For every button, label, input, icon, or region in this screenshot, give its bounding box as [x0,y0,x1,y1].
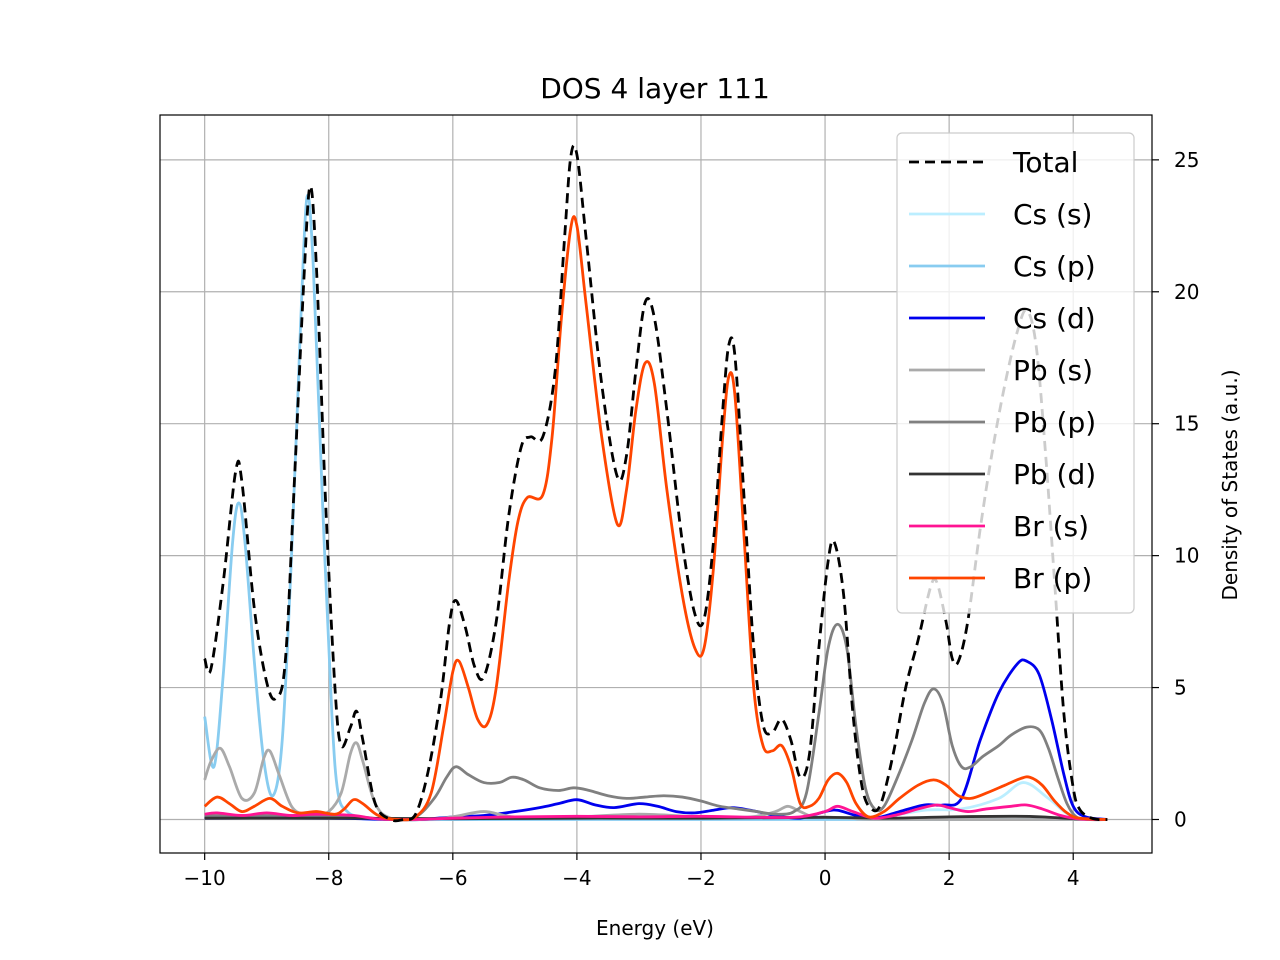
y-tick-label: 20 [1174,280,1199,304]
legend-label-pb-p: Pb (p) [1013,406,1096,439]
ticks: −10 −8 −6 −4 −2 0 2 4 0 5 10 15 20 25 [184,148,1200,890]
x-axis-label: Energy (eV) [596,916,714,940]
chart-title: DOS 4 layer 111 [540,72,770,105]
y-axis-label: Density of States (a.u.) [1218,370,1242,601]
plot-area [203,144,1108,823]
legend-label-br-s: Br (s) [1013,510,1089,543]
legend-box [896,132,1135,614]
y-tick-label: 15 [1174,412,1199,436]
legend-label-cs-p: Cs (p) [1013,250,1096,283]
y-tick-label: 10 [1174,544,1199,568]
y-tick-label: 5 [1174,676,1187,700]
legend-label-pb-d: Pb (d) [1013,458,1096,491]
series-line-br-s [204,803,1108,821]
legend: Total Cs (s) Cs (p) Cs (d) Pb (s) Pb (p) Pb (d… [896,132,1135,614]
legend-label-total: Total [1012,146,1078,179]
legend-label-cs-s: Cs (s) [1013,198,1092,231]
series-line-br-p [203,215,1108,822]
x-tick-label: −4 [562,866,591,890]
x-tick-label: −8 [314,866,343,890]
y-tick-label: 0 [1174,807,1187,831]
legend-label-cs-d: Cs (d) [1013,302,1096,335]
x-tick-label: −10 [184,866,226,890]
legend-label-pb-s: Pb (s) [1013,354,1093,387]
x-tick-label: 2 [943,866,956,890]
series-line-pb-s [203,741,1108,822]
y-tick-label: 25 [1174,148,1199,172]
x-tick-label: 4 [1067,866,1080,890]
x-tick-label: 0 [819,866,832,890]
series-line-pb-p [204,622,1108,822]
legend-label-br-p: Br (p) [1013,562,1092,595]
axes-frame [159,114,1153,854]
x-tick-label: −6 [438,866,467,890]
x-tick-label: −2 [686,866,715,890]
